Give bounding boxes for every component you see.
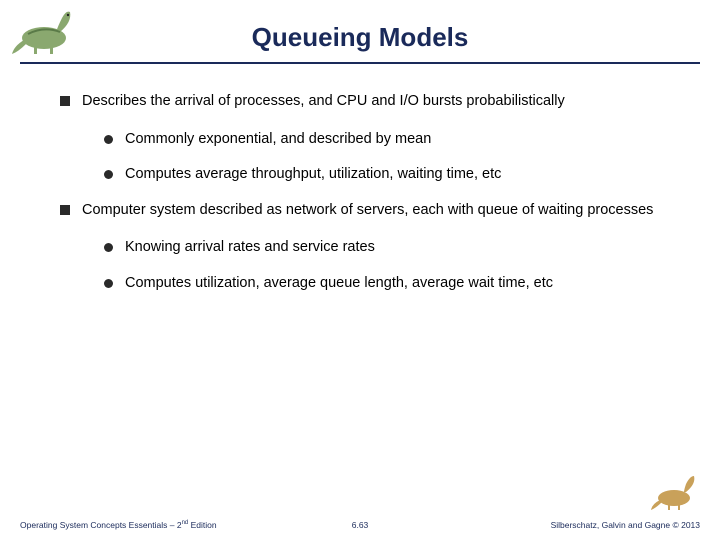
bullet-text: Describes the arrival of processes, and … (82, 92, 565, 112)
bullet-level2: Computes average throughput, utilization… (104, 165, 680, 185)
dot-bullet-icon (104, 135, 113, 144)
dinosaur-icon (10, 4, 80, 56)
dot-bullet-icon (104, 243, 113, 252)
footer-book-title: Operating System Concepts Essentials – 2 (20, 520, 182, 530)
bullet-text: Commonly exponential, and described by m… (125, 130, 431, 150)
dot-bullet-icon (104, 279, 113, 288)
bullet-level2: Commonly exponential, and described by m… (104, 130, 680, 150)
dot-bullet-icon (104, 170, 113, 179)
footer-copyright: Silberschatz, Galvin and Gagne © 2013 (551, 520, 700, 530)
square-bullet-icon (60, 205, 70, 215)
footer-left: Operating System Concepts Essentials – 2… (20, 520, 217, 530)
dinosaur-small-icon (650, 472, 700, 512)
slide-content: Describes the arrival of processes, and … (0, 64, 720, 293)
bullet-level2: Computes utilization, average queue leng… (104, 274, 680, 294)
bullet-level2: Knowing arrival rates and service rates (104, 238, 680, 258)
bullet-text: Computes utilization, average queue leng… (125, 274, 553, 294)
bullet-text: Computer system described as network of … (82, 201, 653, 221)
bullet-level1: Describes the arrival of processes, and … (60, 92, 680, 112)
bullet-text: Computes average throughput, utilization… (125, 165, 501, 185)
bullet-text: Knowing arrival rates and service rates (125, 238, 375, 258)
footer-page-number: 6.63 (352, 520, 369, 530)
slide-title: Queueing Models (20, 0, 700, 53)
bullet-level1: Computer system described as network of … (60, 201, 680, 221)
slide-footer: Operating System Concepts Essentials – 2… (20, 520, 700, 530)
square-bullet-icon (60, 96, 70, 106)
slide-header: Queueing Models (20, 0, 700, 64)
footer-edition: Edition (188, 520, 216, 530)
